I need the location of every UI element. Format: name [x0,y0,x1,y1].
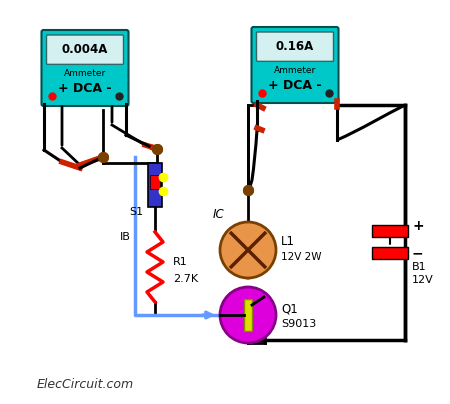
Text: L1: L1 [281,235,295,248]
FancyBboxPatch shape [252,27,338,103]
Text: Ammeter: Ammeter [64,69,106,78]
Circle shape [220,222,276,278]
FancyBboxPatch shape [256,32,333,61]
Text: 0.004A: 0.004A [62,43,108,56]
Text: R1: R1 [173,257,188,267]
Text: −: − [412,246,423,260]
Bar [244,299,252,331]
Text: + DCA -: + DCA - [268,79,322,92]
Bar [372,225,408,237]
Circle shape [220,287,276,343]
Text: 12V 2W: 12V 2W [281,252,321,262]
Text: S1: S1 [129,207,143,217]
Text: 2.7K: 2.7K [173,274,198,284]
Text: IC: IC [213,208,225,221]
Bar [150,175,160,189]
Bar [372,247,408,259]
Text: +: + [412,219,423,233]
Text: + DCA -: + DCA - [58,82,112,95]
Text: Ammeter: Ammeter [274,66,316,75]
Text: 12V: 12V [412,275,434,285]
FancyBboxPatch shape [46,35,123,64]
Text: Q1: Q1 [281,303,298,316]
Text: B1: B1 [412,262,427,272]
Text: ElecCircuit.com: ElecCircuit.com [36,379,134,391]
Bar [148,163,162,207]
FancyBboxPatch shape [41,30,129,106]
Text: S9013: S9013 [281,319,316,329]
Text: 0.16A: 0.16A [276,40,314,53]
Text: IB: IB [120,232,130,242]
